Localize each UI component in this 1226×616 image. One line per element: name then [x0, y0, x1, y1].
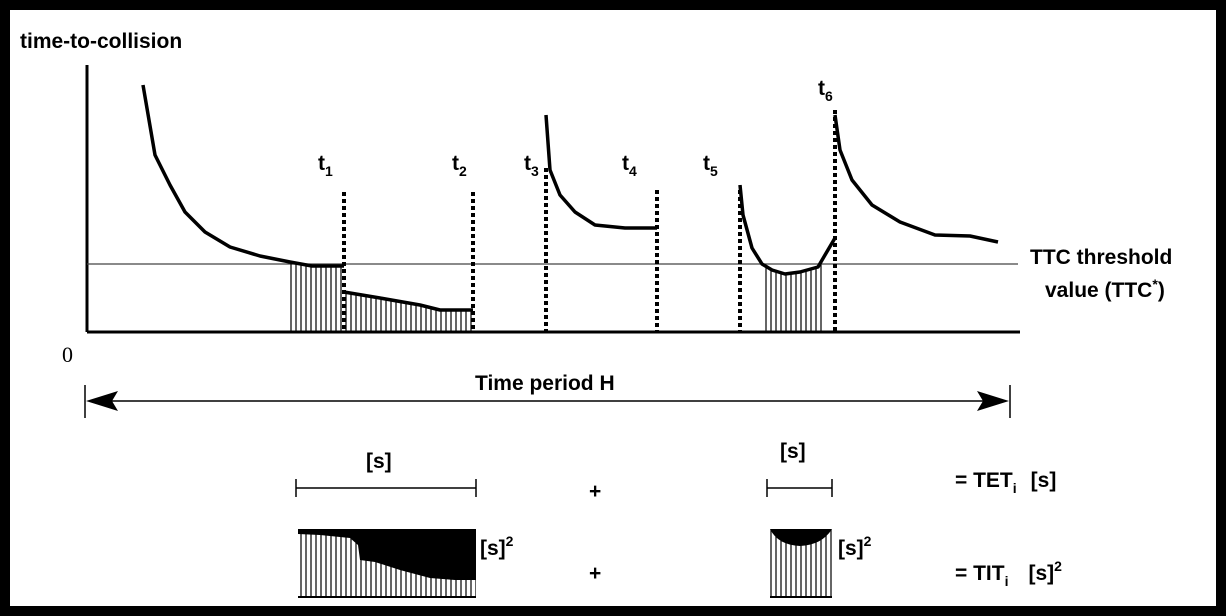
ttc-curve-segment-2: [343, 290, 473, 312]
marker-label-t2: t2: [452, 152, 467, 179]
tit-unit-sup: 2: [1054, 558, 1062, 574]
threshold-label-star: *: [1152, 276, 1158, 292]
marker-label-t1: t1: [318, 152, 333, 179]
bracket-label-2: [s]: [780, 440, 806, 463]
threshold-label-suffix: ): [1158, 279, 1165, 302]
marker-label-t3: t3: [524, 152, 539, 179]
plus-sign-2: +: [589, 562, 601, 585]
tet-unit: [s]: [1031, 469, 1057, 492]
ttc-curve-segment-1: [141, 84, 344, 268]
origin-label: 0: [62, 342, 73, 367]
bracket-label-1: [s]: [366, 450, 392, 473]
tit-area-fill-1: [298, 529, 476, 580]
period-arrow-left-head: [86, 391, 118, 411]
ttc-curve-segment-4: [738, 184, 837, 276]
plus-sign-1: +: [589, 480, 601, 503]
hatched-area-t5-t6: [762, 264, 822, 332]
area-unit-1: [s]2: [480, 533, 514, 560]
tit-prefix: = TIT: [955, 562, 1005, 585]
tit-unit: [s]: [1028, 562, 1054, 585]
threshold-label-prefix: value (TTC: [1045, 279, 1152, 302]
area-unit-2: [s]2: [838, 533, 872, 560]
period-label: Time period H: [475, 372, 615, 395]
threshold-label-line1: TTC threshold: [1030, 246, 1172, 269]
tit-area-box-2: [770, 529, 832, 598]
tit-sub: i: [1005, 573, 1009, 589]
ttc-curve-segment-5: [833, 114, 999, 244]
tit-area-fill-2: [770, 529, 832, 546]
tit-equation: = TITi [s]2: [955, 558, 1062, 589]
hatched-area-t1-t2: [290, 262, 473, 332]
tet-equation: = TETi [s]: [955, 469, 1056, 496]
marker-label-t4: t4: [622, 152, 637, 179]
y-axis-label: time-to-collision: [20, 30, 182, 53]
tet-prefix: = TET: [955, 469, 1013, 492]
tit-area-box-1: [298, 529, 476, 598]
period-arrow-right-head: [977, 391, 1009, 411]
marker-label-t5: t5: [703, 152, 718, 179]
tet-sub: i: [1013, 480, 1017, 496]
marker-label-t6: t6: [818, 77, 833, 104]
threshold-label-line2: value (TTC*): [1045, 276, 1165, 302]
ttc-curve-segment-3: [544, 114, 657, 230]
